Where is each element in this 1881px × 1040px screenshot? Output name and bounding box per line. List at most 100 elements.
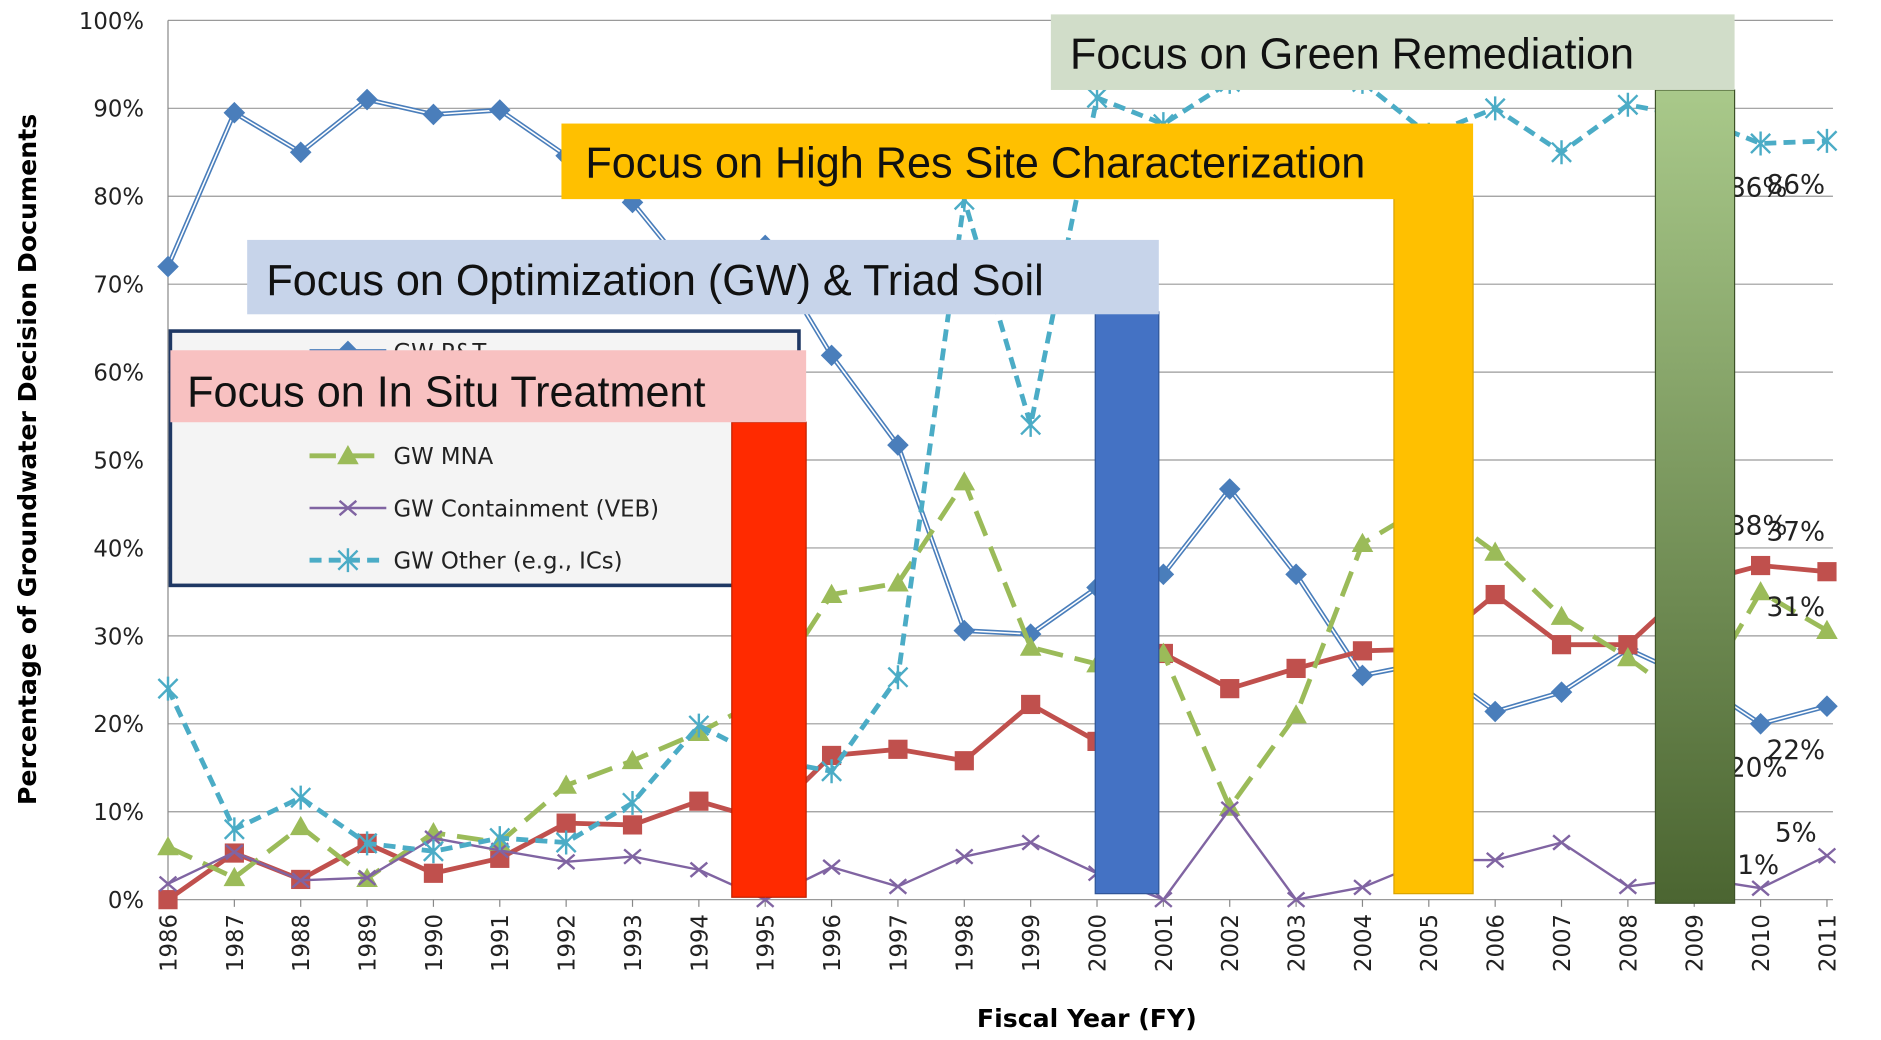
data-label: 37%	[1766, 518, 1825, 548]
marker	[822, 859, 841, 876]
marker	[1618, 635, 1638, 655]
marker	[1220, 800, 1239, 818]
marker	[1285, 704, 1307, 724]
marker	[289, 141, 312, 164]
y-tick-label: 10%	[93, 800, 144, 826]
marker	[422, 103, 445, 126]
marker	[1286, 658, 1306, 679]
x-tick-label: 1992	[555, 914, 581, 972]
marker	[1485, 851, 1505, 869]
marker	[1817, 562, 1837, 582]
marker	[357, 869, 377, 886]
x-tick-label: 1990	[422, 914, 448, 972]
data-label: 86%	[1766, 171, 1825, 201]
data-label: 20%	[1729, 754, 1788, 784]
marker	[422, 822, 445, 842]
marker	[1550, 605, 1573, 625]
marker	[1618, 878, 1638, 895]
marker	[955, 848, 974, 865]
marker	[623, 848, 642, 865]
marker	[556, 853, 576, 870]
x-tick-label: 2000	[1085, 914, 1111, 972]
x-tick-label: 2010	[1749, 914, 1775, 972]
data-label: 31%	[1766, 593, 1825, 623]
legend-label: GW Containment (VEB)	[394, 496, 660, 522]
x-tick-label: 2011	[1815, 914, 1841, 972]
marker	[356, 831, 378, 856]
marker	[887, 572, 909, 592]
marker	[1020, 412, 1042, 437]
marker	[1220, 679, 1240, 699]
x-tick-label: 1996	[820, 914, 846, 972]
x-tick-label: 1989	[355, 914, 381, 972]
marker	[490, 842, 509, 859]
x-tick-label: 1995	[754, 914, 780, 972]
marker	[223, 101, 246, 124]
marker	[158, 890, 178, 910]
marker	[1551, 635, 1572, 655]
plot-area: 20%22%38%37% 31% 1%5% 86%86%	[157, 52, 1838, 910]
marker	[157, 676, 179, 701]
marker	[1285, 563, 1307, 586]
marker	[489, 826, 511, 851]
focus-bar	[731, 421, 807, 898]
data-label: 86%	[1729, 173, 1788, 203]
y-tick-label: 90%	[93, 97, 144, 123]
marker	[820, 583, 843, 603]
marker	[337, 445, 359, 465]
marker	[291, 872, 310, 889]
marker	[1749, 713, 1772, 735]
y-tick-label: 0%	[108, 888, 144, 914]
marker	[223, 866, 246, 887]
x-tick-label: 2008	[1616, 914, 1642, 972]
marker	[1019, 636, 1042, 656]
marker	[953, 619, 976, 642]
marker	[1816, 695, 1838, 718]
series: 1%5%	[158, 800, 1837, 908]
y-tick-label: 30%	[93, 624, 144, 650]
x-axis-label: Fiscal Year (FY)	[977, 1004, 1197, 1033]
y-tick-label: 50%	[93, 448, 144, 474]
marker	[225, 844, 244, 861]
focus-bar	[1094, 311, 1160, 895]
y-tick-label: 70%	[93, 273, 144, 299]
marker	[423, 863, 444, 883]
grid: 0% 10% 20% 30% 40% 50% 60% 70% 80% 90% 100% 1986 198…	[79, 9, 1841, 972]
marker	[424, 829, 443, 847]
legend-label: GW Other (e.g., ICs)	[394, 549, 623, 575]
y-tick-label: 100%	[79, 9, 144, 35]
focus-bar	[1393, 197, 1474, 895]
marker	[1817, 847, 1837, 864]
x-tick-label: 2002	[1218, 914, 1244, 972]
data-label: 5%	[1775, 818, 1817, 848]
marker	[821, 745, 842, 766]
focus-box	[247, 239, 1159, 315]
marker	[1484, 700, 1506, 723]
marker	[1021, 834, 1040, 851]
focus-label: Focus on High Res Site Characterization	[585, 140, 1365, 188]
marker	[289, 815, 312, 836]
marker	[622, 815, 643, 835]
x-tick-label: 1999	[1019, 914, 1045, 972]
marker	[223, 817, 245, 842]
marker	[1218, 796, 1241, 816]
marker	[157, 836, 179, 856]
data-label: 38%	[1729, 511, 1788, 541]
series: 31%	[157, 471, 1838, 887]
marker	[337, 548, 359, 573]
x-tick-label: 1997	[886, 914, 912, 972]
x-tick-label: 1998	[953, 914, 979, 972]
series: 20%22%	[157, 88, 1838, 784]
marker	[1352, 641, 1373, 661]
marker	[821, 759, 843, 784]
overlays: Focus on Green Remediation Focus on High…	[170, 14, 1736, 904]
x-tick-label: 2009	[1683, 914, 1709, 972]
marker	[1750, 131, 1772, 156]
x-tick-label: 2003	[1284, 914, 1310, 972]
marker	[488, 99, 511, 121]
marker	[887, 434, 909, 456]
focus-bar	[1654, 89, 1736, 904]
x-tick-label: 1993	[621, 914, 647, 972]
y-tick-label: 20%	[93, 712, 144, 738]
